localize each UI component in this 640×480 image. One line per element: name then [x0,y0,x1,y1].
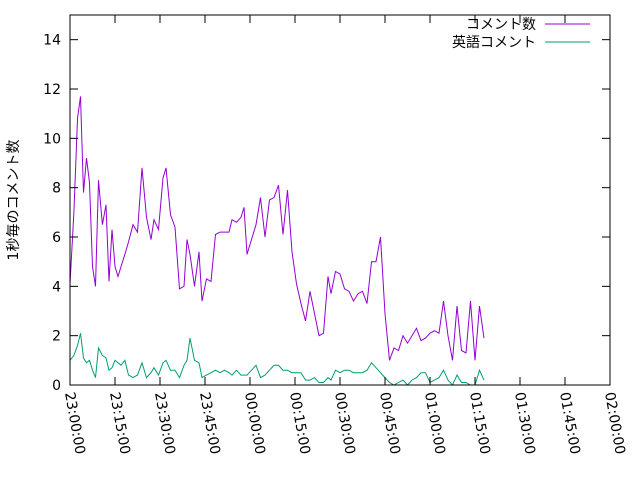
y-tick-label: 8 [52,181,61,197]
y-tick-label: 6 [52,230,61,246]
y-tick-label: 12 [43,82,61,98]
legend-label-comments: コメント数 [466,17,536,33]
y-tick-label: 10 [43,131,61,147]
legend: コメント数 英語コメント [452,17,590,51]
y-tick-label: 4 [52,279,61,295]
y-axis-label: 1秒毎のコメント数 [6,140,22,261]
y-tick-label: 14 [43,33,61,49]
series-line-english-comments [69,333,485,386]
y-tick-label: 2 [52,329,61,345]
legend-label-english-comments: 英語コメント [452,34,536,51]
y-tick-label: 0 [52,378,61,394]
series-line-comments [69,96,485,361]
series-layer [69,96,485,386]
